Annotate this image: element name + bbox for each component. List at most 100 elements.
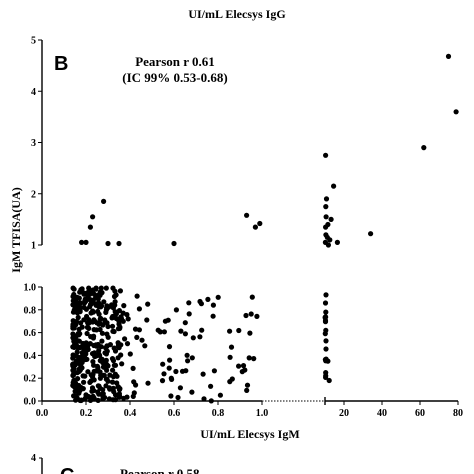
data-point [98,315,104,321]
data-point [76,295,82,301]
data-point [79,239,85,245]
data-point [166,365,172,371]
panel-c: 4 C Pearson r 0.58 [31,453,200,474]
data-point [110,285,116,291]
data-point [130,365,136,371]
data-point [74,349,80,355]
data-point [323,314,329,320]
data-point [117,325,123,331]
data-point [71,307,77,313]
x-tick-label: 0.8 [212,408,225,419]
data-point [109,379,116,385]
data-point [107,372,113,378]
data-point [217,392,223,398]
data-point [114,380,120,386]
data-point [169,376,175,382]
data-point [70,372,76,379]
data-point [106,385,112,391]
data-point [86,320,92,326]
data-point [83,239,89,245]
data-point [325,221,331,228]
data-point [105,334,111,340]
data-point [445,53,452,60]
data-point [208,398,214,404]
x-tick-label: 20 [339,408,349,419]
data-point [236,327,242,334]
axis-lines [41,40,458,405]
data-point [175,394,181,401]
y-tick-label: 0.0 [24,397,37,408]
y-tick-label: 0.4 [24,351,37,362]
data-point [165,317,171,323]
data-point [76,302,82,308]
data-point [323,346,329,352]
data-point [87,224,93,230]
pearson-line-2: (IC 99% 0.53-0.68) [122,70,227,85]
data-point [254,313,260,319]
data-point [78,320,84,326]
data-point [322,300,329,306]
data-point [79,350,85,356]
data-point [93,286,99,292]
data-point [211,368,217,374]
data-point [322,331,328,337]
data-point [257,220,263,227]
data-point [115,355,121,361]
data-point [124,341,131,347]
data-point [70,355,76,361]
data-point [93,327,100,333]
data-point [100,387,106,393]
data-point [117,288,123,294]
data-point [197,334,203,340]
data-point [185,358,191,364]
data-point [96,391,102,397]
data-point [110,367,116,373]
data-point [95,366,101,372]
data-point [182,331,188,337]
data-point [244,212,250,218]
data-point [189,355,195,361]
data-point [104,343,110,349]
data-point [70,298,76,304]
data-point [144,317,150,323]
data-point [97,301,103,307]
data-point [240,363,247,369]
data-point [178,328,184,334]
data-point [98,356,105,362]
figure-title: UI/mL Elecsys IgG [188,7,285,21]
data-point [85,393,91,400]
data-point [101,198,107,204]
data-point [75,314,81,321]
data-point [87,297,93,303]
data-point [77,331,83,337]
data-point [124,394,130,400]
x-tick-label: 40 [377,408,387,419]
data-point [71,383,77,389]
data-point [91,291,97,297]
data-point [89,385,96,391]
y-tick-label: 0.6 [24,328,37,339]
data-point [117,386,123,392]
data-point [125,316,131,322]
panel-letter-b: B [54,53,68,75]
data-point [91,342,97,349]
data-point [453,109,459,115]
data-point [111,362,117,368]
data-point [100,322,106,328]
x-tick-label: 1.0 [256,408,269,419]
y-tick-label: 1 [31,241,36,252]
x-tick-label: 60 [415,408,425,419]
data-point [114,373,120,379]
x-tick-label: 0.4 [124,408,137,419]
data-point [76,326,82,332]
data-point [186,300,192,306]
data-point [81,379,87,385]
data-point [91,317,97,323]
data-point [208,383,214,389]
data-point [236,363,242,369]
data-point [246,355,252,361]
data-point [251,356,257,362]
data-point [110,328,116,334]
data-point [323,309,329,315]
data-point [228,344,235,350]
